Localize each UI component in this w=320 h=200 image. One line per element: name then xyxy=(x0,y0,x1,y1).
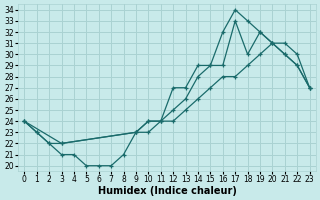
X-axis label: Humidex (Indice chaleur): Humidex (Indice chaleur) xyxy=(98,186,236,196)
